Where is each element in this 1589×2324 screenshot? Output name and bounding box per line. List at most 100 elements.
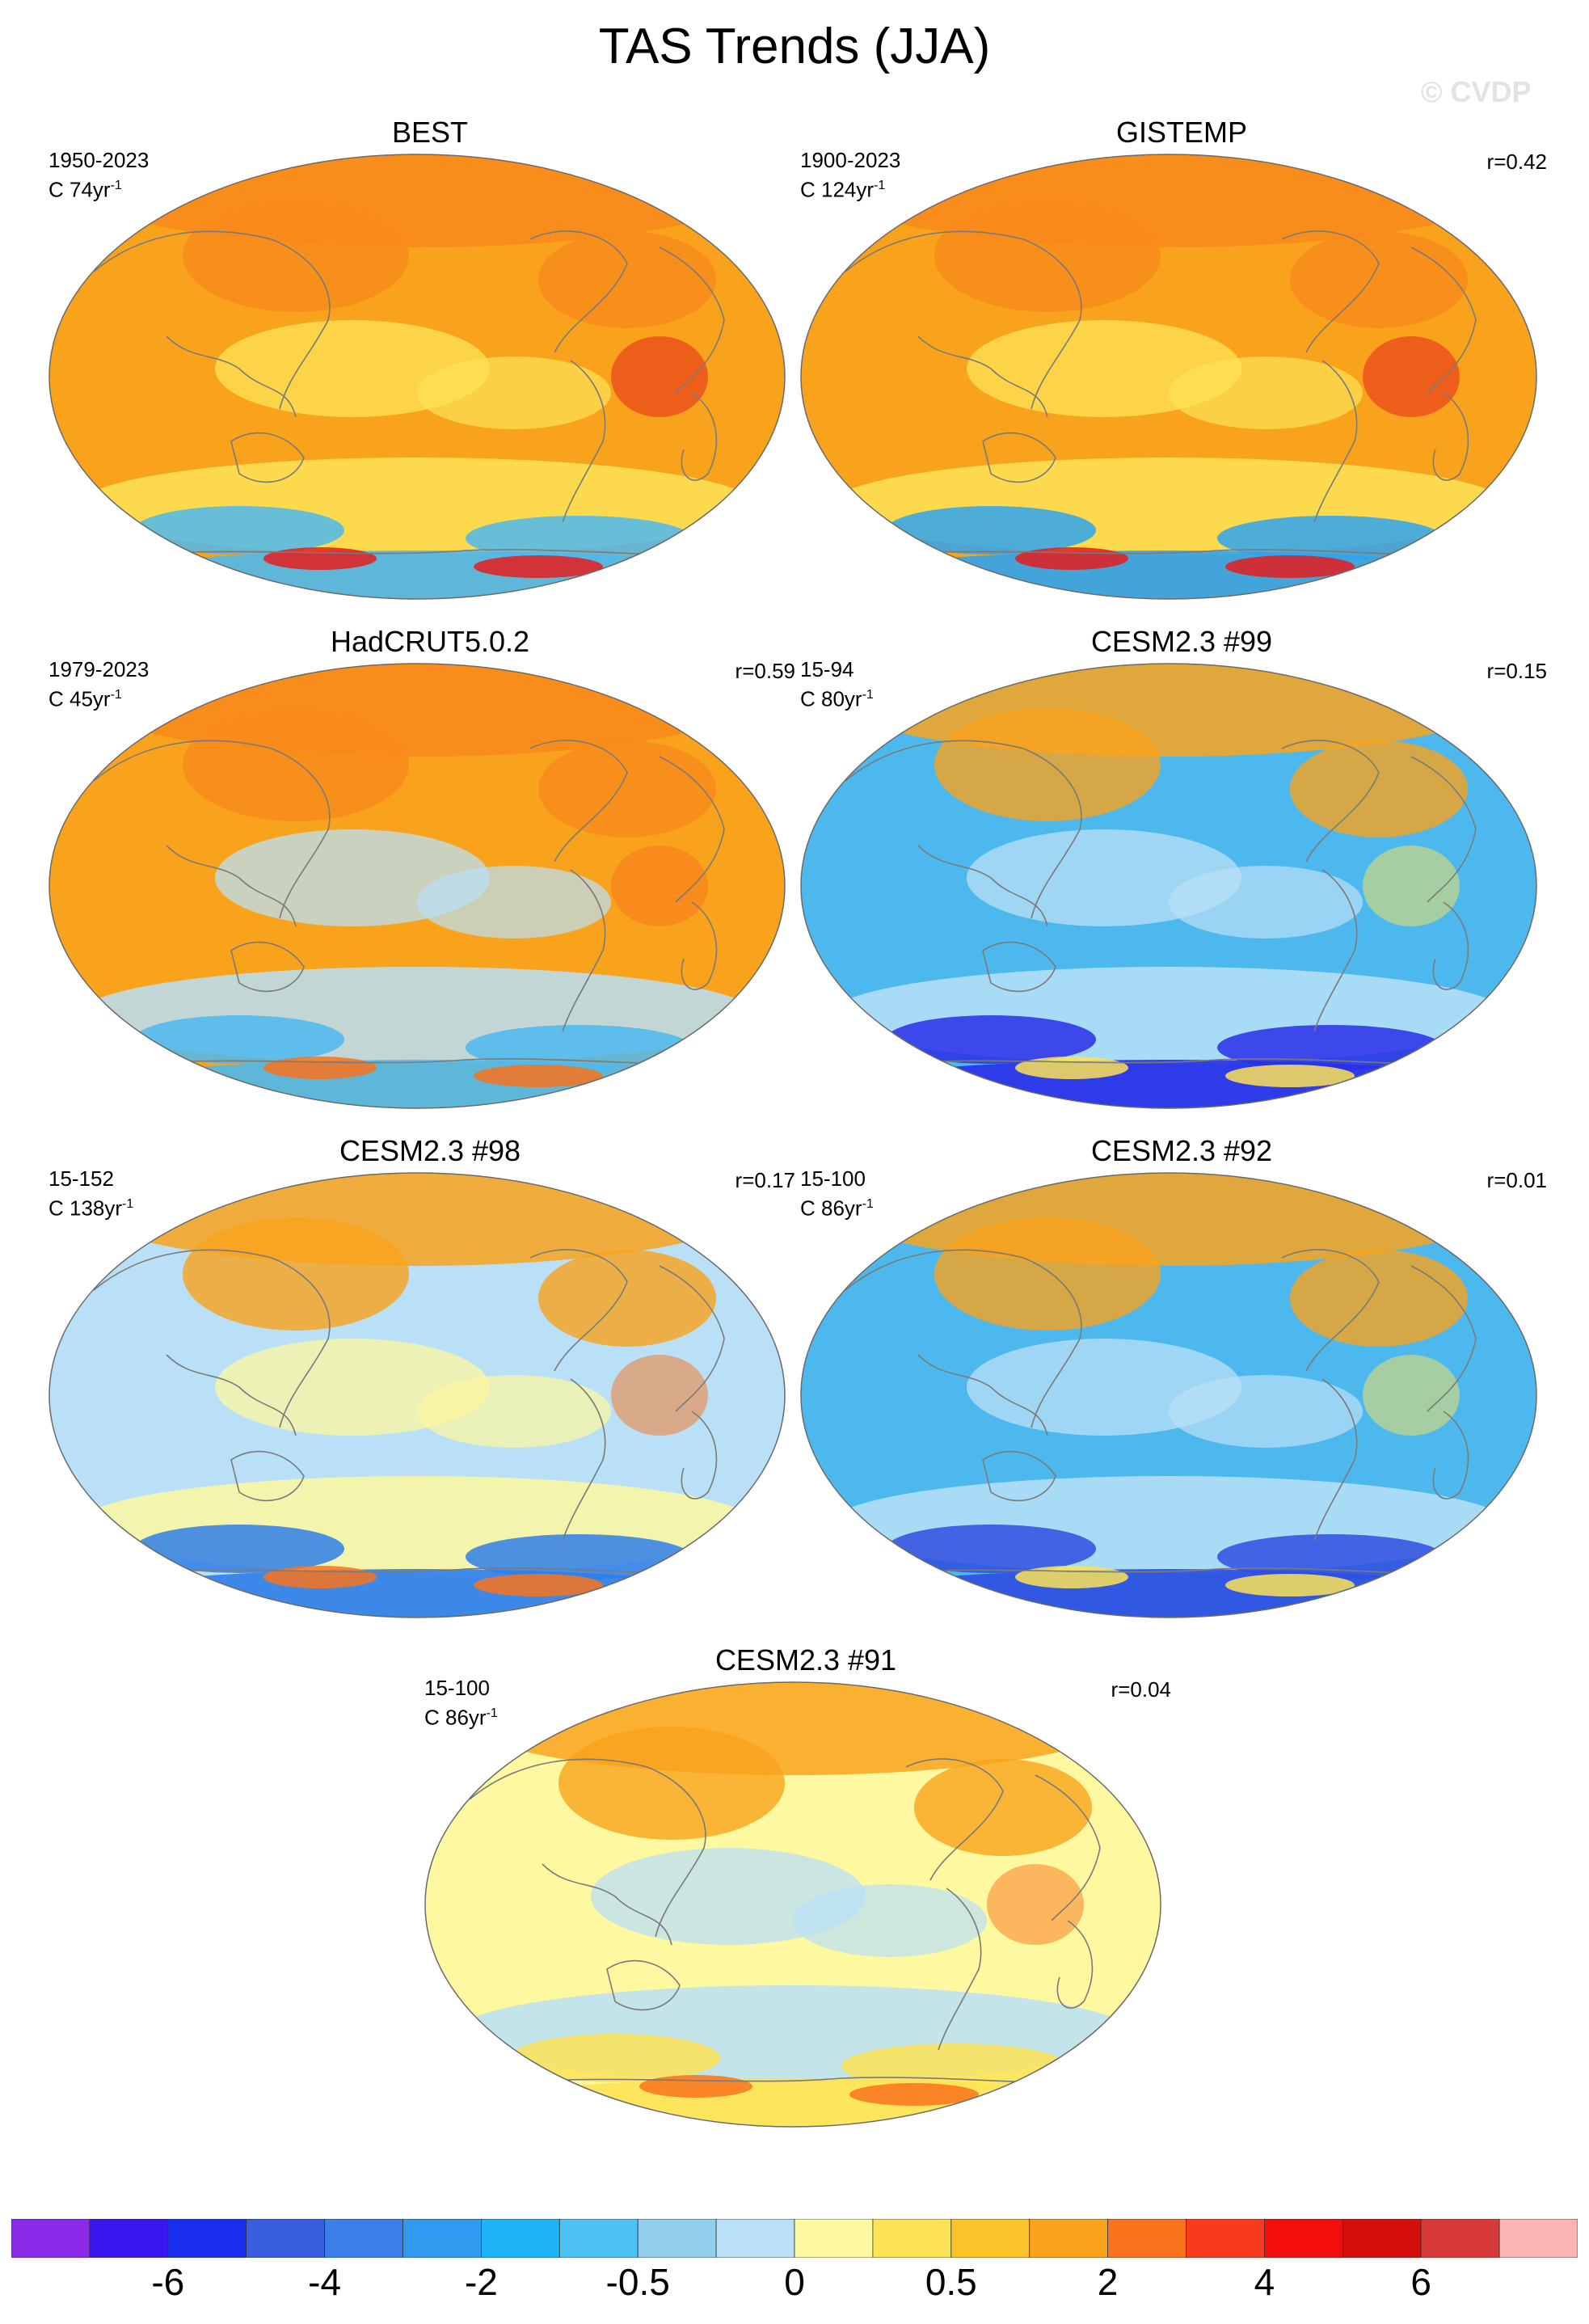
panel-title: CESM2.3 #98 bbox=[339, 1134, 521, 1167]
panel-period-trend: 15-152 C 138yr-1 bbox=[48, 1166, 133, 1221]
panel-trend-units: C 138yr-1 bbox=[48, 1196, 134, 1221]
map-projection bbox=[800, 663, 1537, 1109]
colorbar-swatch bbox=[794, 2219, 874, 2258]
trend-field-antarctic-hotspot bbox=[1225, 555, 1355, 578]
coastline bbox=[1313, 869, 1358, 1032]
trend-field-region bbox=[1363, 1355, 1460, 1436]
map-projection bbox=[48, 663, 786, 1109]
panel-period: 1900-2023 bbox=[800, 148, 901, 172]
trend-field-antarctic-hotspot bbox=[1015, 547, 1128, 570]
colorbar-swatch bbox=[1498, 2219, 1578, 2258]
trend-field-region bbox=[538, 740, 716, 837]
trend-field-region bbox=[1363, 336, 1460, 417]
colorbar-swatch bbox=[89, 2219, 169, 2258]
coastline bbox=[1281, 1249, 1380, 1372]
figure-title: TAS Trends (JJA) bbox=[598, 19, 991, 74]
panel-period: 15-100 bbox=[800, 1166, 866, 1191]
panel-trend-units: C 74yr-1 bbox=[48, 177, 122, 202]
coastline bbox=[681, 392, 718, 481]
trend-field-antarctic bbox=[70, 550, 765, 599]
coastline bbox=[93, 1249, 331, 1428]
map-border bbox=[800, 154, 1537, 600]
colorbar-swatch bbox=[1420, 2219, 1500, 2258]
trend-field-antarctic-hotspot bbox=[1015, 1566, 1128, 1588]
coastline bbox=[659, 756, 725, 903]
trend-field-region bbox=[611, 336, 708, 417]
coastline bbox=[917, 845, 1048, 927]
colorbar-tick-label: 2 bbox=[1097, 2261, 1119, 2303]
trend-field-region bbox=[987, 1864, 1084, 1945]
trend-field-southern-ocean bbox=[510, 2034, 720, 2082]
colorbar-swatch bbox=[1342, 2219, 1422, 2258]
trend-field-antarctic-hotspot bbox=[1015, 1057, 1128, 1079]
trend-field-tropics bbox=[793, 1884, 987, 1957]
colorbar-swatch bbox=[715, 2219, 795, 2258]
map-projection bbox=[424, 1681, 1161, 2128]
colorbar-swatch bbox=[1029, 2219, 1108, 2258]
coastline bbox=[529, 230, 628, 353]
trend-field-southern-ocean bbox=[134, 1015, 344, 1064]
trend-field-tropics bbox=[1169, 356, 1363, 429]
trend-field-antarctic bbox=[70, 1569, 765, 1618]
trend-field-region bbox=[183, 708, 409, 821]
trend-field-southern-ocean bbox=[886, 506, 1096, 555]
coastline bbox=[905, 1758, 1004, 1881]
coastline bbox=[1035, 1774, 1101, 1921]
trend-field-southern-ocean bbox=[886, 1525, 1096, 1573]
coastline bbox=[542, 1863, 672, 1946]
coastline bbox=[681, 1411, 718, 1499]
trend-field-tropics bbox=[417, 1375, 611, 1448]
map-panel: CESM2.3 #99 15-94 C 80yr-1 r=0.15 bbox=[794, 624, 1570, 1125]
map-panel: CESM2.3 #91 15-100 C 86yr-1 r=0.04 bbox=[418, 1643, 1194, 2144]
coastline bbox=[230, 941, 305, 993]
coastline bbox=[1281, 230, 1380, 353]
colorbar-tick-label: -2 bbox=[464, 2261, 498, 2303]
panel-trend-units: C 86yr-1 bbox=[800, 1196, 874, 1221]
map-border bbox=[424, 1681, 1161, 2128]
coastline bbox=[982, 1450, 1056, 1502]
panel-correlation: r=0.59 bbox=[735, 659, 795, 683]
coastline bbox=[166, 335, 297, 418]
panel-title: CESM2.3 #92 bbox=[1090, 1134, 1273, 1167]
trend-field-antarctic-hotspot bbox=[263, 547, 377, 570]
trend-field-antarctic-hotspot bbox=[849, 2083, 979, 2106]
trend-field-antarctic-hotspot bbox=[474, 1065, 603, 1087]
trend-field-region bbox=[611, 846, 708, 926]
trend-field-antarctic-hotspot bbox=[263, 1057, 377, 1079]
trend-field-antarctic bbox=[821, 1569, 1516, 1618]
trend-field-antarctic-hotspot bbox=[1225, 1574, 1355, 1596]
coastline bbox=[1281, 740, 1380, 863]
panel-period: 15-100 bbox=[424, 1676, 490, 1700]
coastline bbox=[659, 247, 725, 394]
coastline bbox=[681, 901, 718, 990]
colorbar-tick-label: -6 bbox=[151, 2261, 185, 2303]
coastline bbox=[230, 432, 305, 483]
panel-period: 15-94 bbox=[800, 657, 854, 681]
panel-title: GISTEMP bbox=[1115, 116, 1248, 149]
colorbar-swatch bbox=[481, 2219, 560, 2258]
coastline bbox=[469, 1758, 706, 1938]
trend-field-region bbox=[934, 708, 1161, 821]
trend-field-region bbox=[538, 1250, 716, 1347]
map-border bbox=[48, 154, 786, 600]
colorbar-swatch bbox=[1107, 2219, 1186, 2258]
colorbar-swatch bbox=[167, 2219, 247, 2258]
coastline bbox=[845, 230, 1082, 410]
colorbar-labels: -6 -4 -2 -0.5 0 0.5 2 4 6 bbox=[11, 2259, 1578, 2308]
panel-trend-units: C 124yr-1 bbox=[800, 177, 886, 202]
trend-field-antarctic bbox=[445, 2078, 1140, 2127]
panel-period-trend: 15-94 C 80yr-1 bbox=[800, 656, 874, 712]
trend-field-southern-ocean bbox=[886, 1015, 1096, 1064]
trend-field-antarctic bbox=[821, 550, 1516, 599]
coastline bbox=[982, 432, 1056, 483]
coastline bbox=[1410, 1265, 1477, 1412]
coastline bbox=[1410, 756, 1477, 903]
panel-trend-units: C 80yr-1 bbox=[800, 686, 874, 711]
coastline bbox=[845, 740, 1082, 919]
trend-field-region bbox=[914, 1759, 1092, 1856]
trend-field-antarctic-hotspot bbox=[263, 1566, 377, 1588]
coastline bbox=[1056, 1920, 1094, 2009]
map-border bbox=[48, 663, 786, 1109]
trend-field-region bbox=[934, 1217, 1161, 1331]
panel-correlation: r=0.42 bbox=[1486, 150, 1547, 174]
